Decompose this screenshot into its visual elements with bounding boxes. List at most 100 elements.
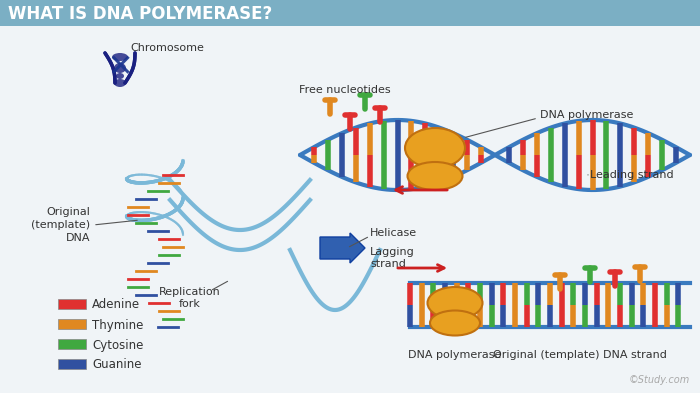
Bar [349, 0, 350, 26]
Bar [595, 0, 596, 26]
Bar [613, 0, 614, 26]
Bar [503, 0, 504, 26]
Bar [486, 0, 487, 26]
Bar [257, 0, 258, 26]
Bar [13, 0, 14, 26]
Bar [536, 0, 537, 26]
Bar [209, 0, 210, 26]
Bar [626, 0, 627, 26]
Bar [599, 0, 600, 26]
Bar [20, 0, 21, 26]
Bar [180, 0, 181, 26]
Bar [432, 0, 433, 26]
Bar [145, 0, 146, 26]
Bar [242, 0, 243, 26]
Bar [124, 0, 125, 26]
Bar [170, 0, 171, 26]
Bar [85, 0, 86, 26]
Bar [48, 0, 49, 26]
Bar [230, 0, 231, 26]
Bar [225, 0, 226, 26]
Bar [384, 0, 385, 26]
Bar [371, 0, 372, 26]
Bar [442, 0, 443, 26]
FancyBboxPatch shape [58, 359, 86, 369]
Bar [554, 0, 555, 26]
Bar [667, 0, 668, 26]
Bar [112, 0, 113, 26]
Bar [605, 0, 606, 26]
Bar [187, 0, 188, 26]
Bar [34, 0, 35, 26]
Bar [308, 0, 309, 26]
Bar [465, 0, 466, 26]
Bar [609, 0, 610, 26]
Bar [92, 0, 93, 26]
Bar [297, 0, 298, 26]
Bar [120, 0, 121, 26]
Bar [533, 0, 534, 26]
Bar [665, 0, 666, 26]
Bar [58, 0, 59, 26]
Bar [593, 0, 594, 26]
Bar [226, 0, 227, 26]
Bar [285, 0, 286, 26]
Bar [698, 0, 699, 26]
Bar [343, 0, 344, 26]
Bar [511, 0, 512, 26]
Bar [695, 0, 696, 26]
Text: Original (template) DNA strand: Original (template) DNA strand [493, 350, 667, 360]
Bar [563, 0, 564, 26]
Bar [181, 0, 182, 26]
Bar [476, 0, 477, 26]
Bar [307, 0, 308, 26]
Bar [498, 0, 499, 26]
Text: Adenine: Adenine [92, 299, 140, 312]
Bar [481, 0, 482, 26]
Bar [509, 0, 510, 26]
Bar [694, 0, 695, 26]
Text: Thymine: Thymine [92, 318, 144, 332]
Bar [668, 0, 669, 26]
Bar [54, 0, 55, 26]
Bar [664, 0, 665, 26]
Bar [158, 0, 159, 26]
Bar [561, 0, 562, 26]
Bar [366, 0, 367, 26]
Bar [490, 0, 491, 26]
Ellipse shape [430, 310, 480, 336]
FancyBboxPatch shape [58, 339, 86, 349]
Bar [404, 0, 405, 26]
Bar [33, 0, 34, 26]
Bar [333, 0, 334, 26]
Bar [220, 0, 221, 26]
Bar [94, 0, 95, 26]
Bar [291, 0, 292, 26]
Bar [243, 0, 244, 26]
Bar [589, 0, 590, 26]
Bar [74, 0, 75, 26]
Bar [122, 0, 123, 26]
Bar [313, 0, 314, 26]
Bar [195, 0, 196, 26]
Bar [123, 0, 124, 26]
Bar [669, 0, 670, 26]
Bar [421, 0, 422, 26]
Bar [175, 0, 176, 26]
Bar [276, 0, 277, 26]
Bar [295, 0, 296, 26]
Bar [488, 0, 489, 26]
Bar [323, 0, 324, 26]
Bar [676, 0, 677, 26]
Bar [208, 0, 209, 26]
Bar [267, 0, 268, 26]
Bar [347, 0, 348, 26]
Bar [339, 0, 340, 26]
Bar [168, 0, 169, 26]
Bar [652, 0, 653, 26]
Bar [612, 0, 613, 26]
Bar [277, 0, 278, 26]
Bar [0, 0, 1, 26]
Bar [37, 0, 38, 26]
Ellipse shape [428, 287, 482, 319]
